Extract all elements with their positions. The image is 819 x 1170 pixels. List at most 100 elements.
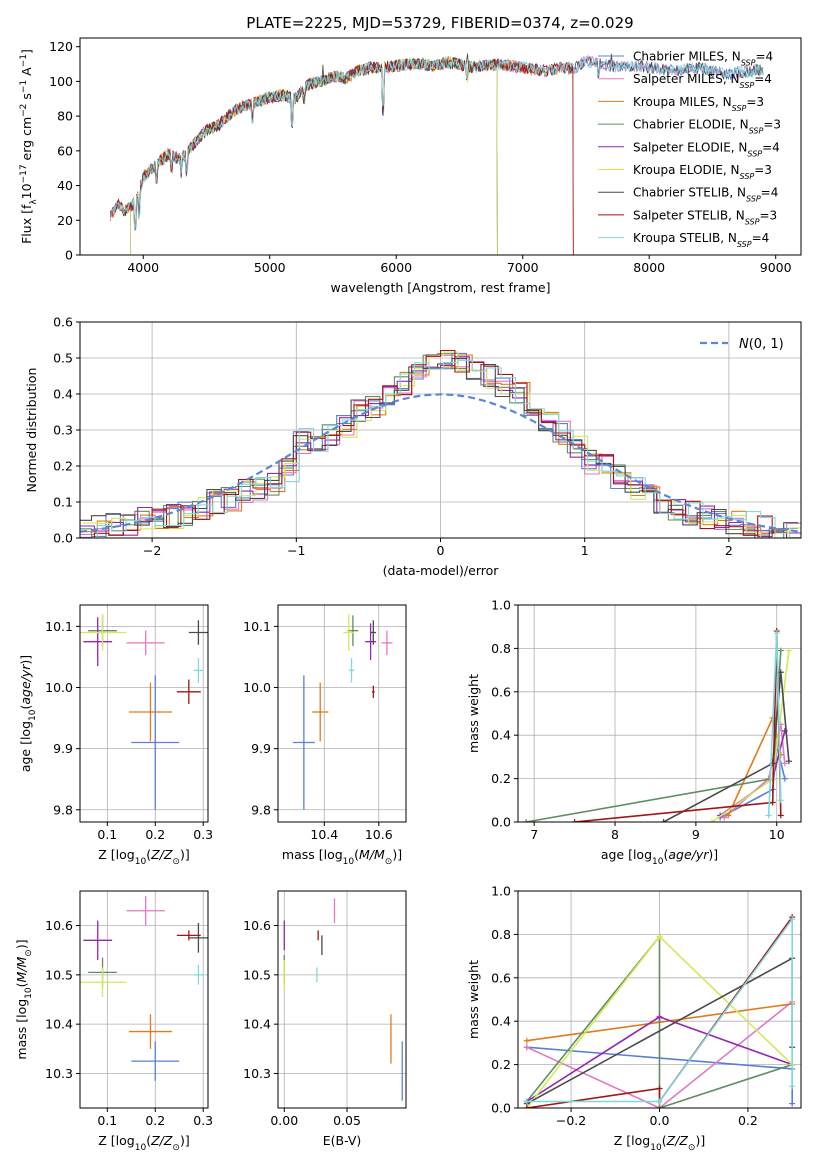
plot-area — [80, 895, 208, 1081]
histogram-step — [80, 349, 801, 538]
axes-residuals: −2 −1 0 1 2 0.0 0.1 0.2 0.3 0.4 0.5 0.6 (data-model)… — [24, 315, 802, 578]
y-tick-label: 0.5 — [53, 351, 73, 366]
weight-marker — [773, 630, 780, 637]
y-label-part: −1 — [19, 54, 29, 67]
label-part: mass weight — [466, 960, 481, 1039]
label-part: ( — [662, 1133, 667, 1148]
label-part: 10 — [343, 857, 355, 867]
weight-marker — [709, 819, 716, 822]
x-tick-label: 0.2 — [145, 827, 165, 842]
x-tick-label: 8 — [611, 827, 619, 842]
x-tick-label: 0.1 — [97, 1113, 117, 1128]
y-label-part: erg cm — [19, 117, 34, 165]
label-part: mass [log — [14, 999, 29, 1060]
y-label-part: Flux [f — [19, 204, 34, 244]
y-tick-label: 0.0 — [53, 531, 73, 546]
label-part: Z/Z — [150, 847, 173, 862]
y-tick-label: 1.0 — [491, 884, 511, 899]
label-part: ⊙ — [688, 1143, 696, 1153]
weight-marker — [523, 1044, 530, 1051]
y-tick-label: 10.5 — [243, 967, 271, 982]
weight-marker — [656, 1105, 663, 1108]
x-axis-label: Z [log10(Z/Z⊙)] — [98, 847, 189, 867]
weight-marker — [656, 1098, 663, 1105]
label-part: Z/Z — [150, 1133, 173, 1148]
legend-model: Chabrier ELODIE, N — [633, 118, 749, 132]
x-tick-label: 0.00 — [270, 1113, 298, 1128]
weight-marker — [781, 760, 788, 767]
label-part: ( — [146, 1133, 151, 1148]
weight-marker — [785, 758, 792, 765]
y-tick-label: 60 — [57, 143, 73, 158]
x-tick-label: 0.2 — [738, 1113, 758, 1128]
weight-marker — [725, 812, 732, 819]
label-part: wavelength [Angstrom, rest frame] — [330, 280, 550, 295]
legend-n: =3 — [759, 208, 777, 222]
y-tick-label: 0.2 — [491, 1057, 511, 1072]
legend-label: Chabrier STELIB, NSSP=4 — [633, 186, 778, 204]
x-axis-label: mass [log10(M/M⊙)] — [282, 847, 402, 867]
weight-line — [526, 934, 793, 1108]
weight-marker — [523, 1037, 530, 1044]
label-part: 10 — [28, 709, 38, 721]
legend-model: Kroupa MILES, N — [633, 95, 732, 109]
y-tick-label: 10.0 — [243, 680, 271, 695]
label-part: )] — [695, 1133, 705, 1148]
x-axis-label: Z [log10(Z/Z⊙)] — [98, 1133, 189, 1153]
weight-marker — [660, 819, 667, 822]
legend-sub: SSP — [745, 217, 760, 226]
y-tick-label: 1.0 — [491, 598, 511, 613]
legend-sub: SSP — [740, 81, 755, 90]
legend-label: N(0, 1) — [739, 337, 784, 352]
y-tick-label: 0.6 — [491, 970, 511, 985]
legend-symbol: N — [739, 337, 749, 352]
x-tick-label: 0.2 — [145, 1113, 165, 1128]
y-tick-label: 0.8 — [491, 641, 511, 656]
weight-marker — [777, 812, 784, 819]
y-tick-label: 0.2 — [53, 459, 73, 474]
weight-line — [526, 916, 793, 1103]
legend-sub: SSP — [741, 58, 756, 67]
weight-marker — [785, 647, 792, 654]
x-tick-label: 0 — [437, 543, 445, 558]
x-tick-label: 6000 — [380, 260, 412, 275]
plot-area — [523, 914, 796, 1108]
legend-n: =3 — [754, 163, 772, 177]
label-part: ⊙ — [385, 857, 393, 867]
axes-frame — [79, 604, 209, 823]
legend-label: Kroupa STELIB, NSSP=4 — [633, 231, 769, 249]
axes-spectrum: 4000 5000 6000 7000 8000 9000 0 20 40 60 80 100 120 w… — [19, 37, 802, 295]
weight-marker — [765, 812, 772, 819]
label-part: Z [log — [98, 847, 134, 862]
x-axis-label: (data-model)/error — [383, 563, 500, 578]
legend-sub: SSP — [740, 172, 755, 181]
label-part: ( — [354, 847, 359, 862]
x-tick-label: −1 — [287, 543, 305, 558]
y-label-part: λ — [29, 199, 39, 205]
legend-n: =4 — [761, 186, 779, 200]
legend-model: Chabrier STELIB, N — [633, 186, 746, 200]
legend-sub: SSP — [749, 126, 764, 135]
histogram-step — [80, 356, 801, 538]
label-part: ⊙ — [172, 857, 180, 867]
axes-age-vs-mass: 10.4 10.6 9.8 9.9 10.0 10.1 mass [log10(M/M⊙)] — [243, 604, 407, 867]
y-axis-label: Normed distribution — [24, 368, 39, 493]
plot-area — [523, 628, 792, 822]
legend-n: =4 — [752, 231, 770, 245]
y-tick-label: 10.0 — [45, 680, 73, 695]
weight-marker — [656, 933, 663, 940]
axes-frame — [277, 604, 407, 823]
legend-sub: SSP — [737, 240, 752, 249]
x-tick-label: 9 — [692, 827, 700, 842]
axes-age-vs-Z: 0.1 0.2 0.39.89.910.010.1Z [log10(Z/Z⊙)]ag… — [18, 604, 213, 867]
label-part: mass [log — [282, 847, 343, 862]
legend-label: Chabrier MILES, NSSP=4 — [633, 50, 773, 68]
weight-marker — [789, 916, 796, 923]
y-label-part: ] — [19, 49, 34, 54]
x-axis-label: E(B-V) — [323, 1133, 362, 1148]
y-axis-label: mass [log10(M/M⊙)] — [14, 939, 34, 1059]
weight-marker — [523, 1098, 530, 1105]
label-part: 10 — [650, 1143, 662, 1153]
